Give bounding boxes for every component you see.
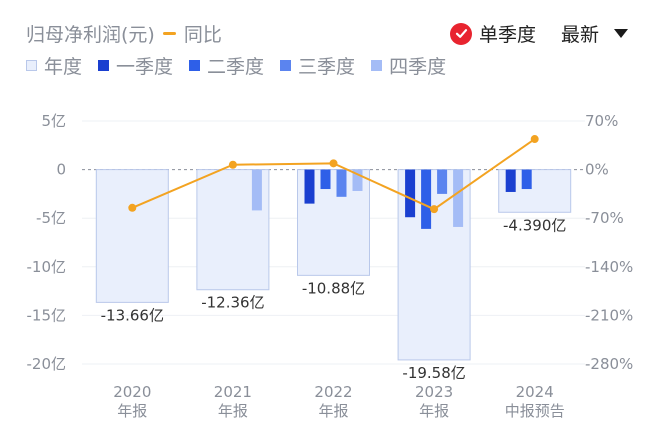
legend-item-q1[interactable]: 一季度: [98, 52, 173, 79]
category-type-label: 年报: [318, 402, 348, 420]
legend-q4-swatch-icon: [371, 60, 383, 71]
left-tick-label: -15亿: [27, 306, 67, 324]
legend-q1-swatch-icon: [98, 60, 110, 71]
category-type-label: 年报: [117, 402, 147, 420]
legend-row-series: 年度 一季度 二季度 三季度 四季度: [26, 52, 462, 79]
legend-row-top: 归母净利润(元) 同比: [26, 20, 222, 47]
quarter-bar: [320, 169, 331, 190]
legend-annual-swatch-icon: [26, 60, 37, 71]
legend-annual-label: 年度: [44, 56, 83, 78]
legend-item-q3[interactable]: 三季度: [280, 52, 355, 79]
right-tick-label: 0%: [585, 161, 609, 179]
bar-value-label: -10.88亿: [302, 279, 365, 297]
legend-q2-label: 二季度: [207, 56, 265, 78]
bar-value-label: -12.36亿: [201, 294, 264, 312]
category-year-label: 2020: [113, 383, 151, 401]
quarter-bar: [437, 169, 448, 194]
legend-q1-label: 一季度: [116, 56, 174, 78]
right-tick-label: -210%: [585, 306, 633, 324]
left-tick-label: 5亿: [41, 112, 66, 130]
quarter-bar: [453, 169, 464, 227]
bar-value-label: -19.58亿: [402, 364, 465, 382]
legend-q3-swatch-icon: [280, 60, 292, 71]
legend-item-q2[interactable]: 二季度: [189, 52, 264, 79]
yoy-point: [128, 203, 137, 212]
legend-yoy: 同比: [183, 24, 222, 46]
annual-bar: [95, 169, 169, 303]
category-type-label: 年报: [419, 402, 449, 420]
category-type-label: 中报预告: [505, 402, 565, 420]
category-type-label: 年报: [218, 402, 248, 420]
category-year-label: 2024: [516, 383, 554, 401]
legend-q4-label: 四季度: [389, 56, 447, 78]
bar-value-label: -13.66亿: [101, 306, 164, 324]
bar-value-label: -4.390亿: [503, 216, 566, 234]
category-year-label: 2021: [214, 383, 252, 401]
left-tick-label: 0: [56, 161, 66, 179]
category-year-label: 2022: [314, 383, 352, 401]
dropdown-triangle-icon: [614, 29, 629, 38]
legend-net-profit: 归母净利润(元): [26, 24, 155, 46]
legend-q3-label: 三季度: [298, 56, 356, 78]
left-tick-label: -20亿: [27, 355, 67, 373]
single-quarter-toggle[interactable]: 单季度: [450, 20, 536, 47]
sort-label: 最新: [561, 24, 600, 46]
quarter-bar: [405, 169, 416, 218]
legend-q2-swatch-icon: [189, 60, 201, 71]
quarter-bar: [336, 169, 347, 197]
category-year-label: 2023: [415, 383, 453, 401]
quarter-bar: [304, 169, 315, 204]
yoy-point: [430, 205, 439, 214]
quarter-bar: [352, 169, 363, 191]
right-tick-label: 70%: [585, 112, 618, 130]
right-tick-label: -70%: [585, 209, 624, 227]
sort-dropdown[interactable]: 最新: [561, 20, 629, 47]
check-icon: [450, 22, 472, 45]
yoy-point: [530, 135, 539, 144]
left-tick-label: -10亿: [27, 258, 67, 276]
quarter-bar: [251, 169, 262, 211]
right-tick-label: -280%: [585, 355, 633, 373]
left-tick-label: -5亿: [36, 209, 66, 227]
quarter-bar: [505, 169, 516, 192]
legend-item-annual[interactable]: 年度: [26, 52, 82, 79]
legend-item-q4[interactable]: 四季度: [371, 52, 446, 79]
legend-yoy-line-icon: [162, 32, 176, 35]
yoy-point: [228, 160, 237, 169]
single-quarter-label: 单季度: [479, 24, 537, 46]
yoy-point: [329, 159, 338, 168]
quarter-bar: [521, 169, 532, 190]
right-tick-label: -140%: [585, 258, 633, 276]
quarter-bar: [421, 169, 432, 229]
